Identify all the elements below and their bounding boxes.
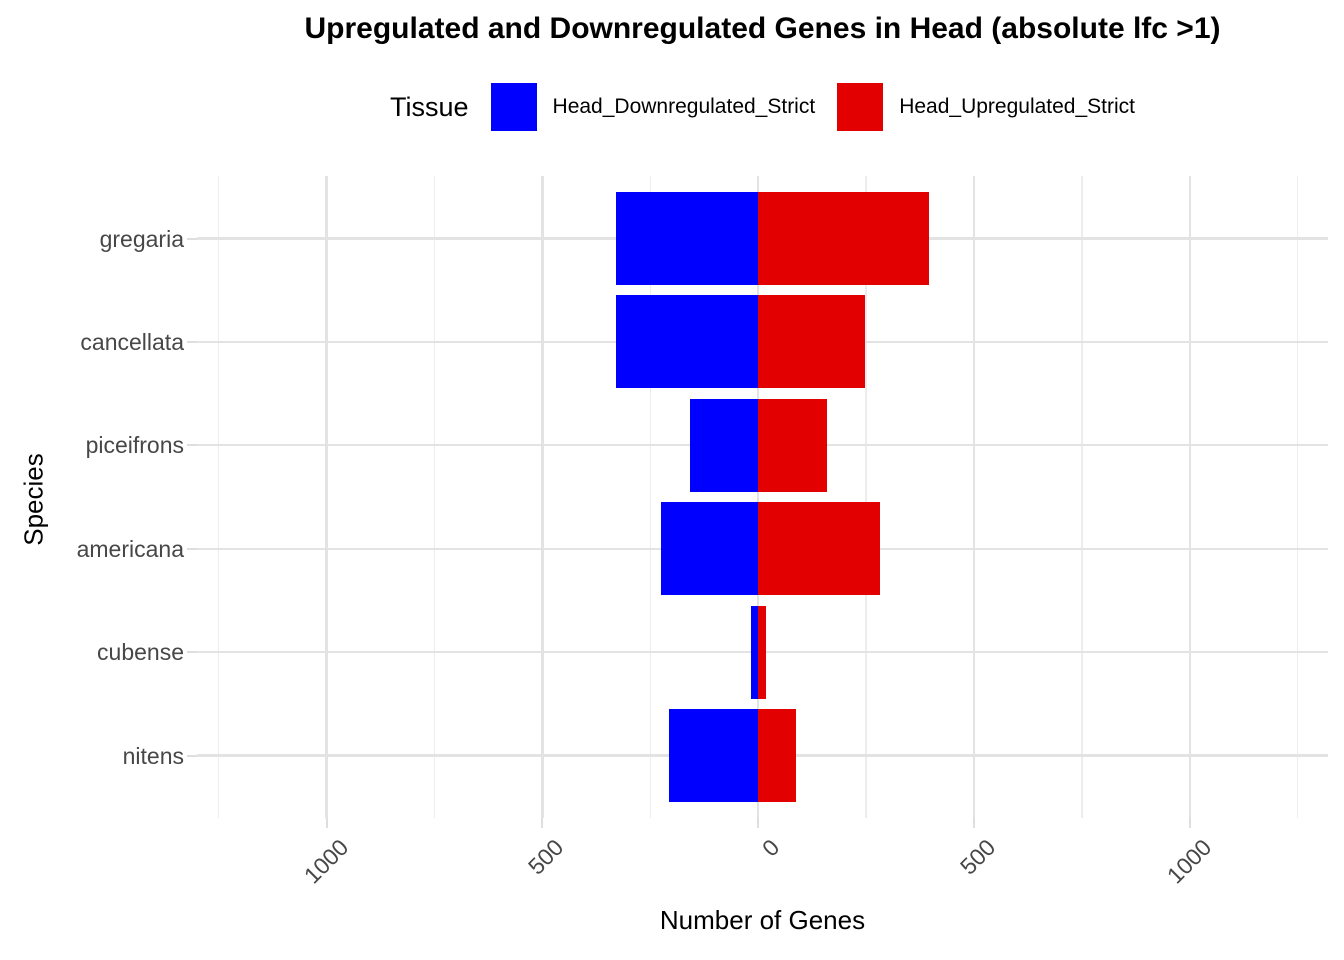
legend-item-downregulated: Head_Downregulated_Strict: [490, 83, 816, 131]
y-axis-tick: [187, 651, 197, 654]
bar-downregulated-piceifrons: [689, 398, 759, 492]
gridline-minor-vertical: [217, 176, 220, 818]
gridline-major-vertical: [541, 176, 544, 818]
x-axis-title: Number of Genes: [659, 905, 866, 935]
gridline-minor-vertical: [1297, 176, 1299, 818]
bar-upregulated-cubense: [758, 605, 767, 699]
legend-label-upregulated: Head_Upregulated_Strict: [899, 95, 1135, 118]
y-axis-label-gregaria: gregaria: [99, 225, 184, 252]
gridline-major-vertical: [972, 176, 976, 818]
x-axis-tick: [1188, 818, 1191, 828]
y-axis-label-piceifrons: piceifrons: [85, 432, 184, 459]
gridline-minor-vertical: [433, 176, 436, 818]
plot-panel: [197, 176, 1328, 818]
bar-upregulated-piceifrons: [758, 398, 828, 492]
gridline-minor-vertical: [865, 176, 867, 818]
bar-downregulated-gregaria: [615, 192, 759, 285]
gridline-minor-vertical: [1081, 176, 1083, 818]
bar-upregulated-nitens: [758, 709, 796, 802]
x-axis-tick: [973, 818, 976, 828]
y-axis-tick: [187, 237, 197, 240]
bar-upregulated-cancellata: [758, 295, 865, 389]
bar-downregulated-cancellata: [615, 295, 759, 389]
bar-upregulated-americana: [758, 502, 880, 596]
gridline-minor-vertical: [649, 176, 651, 818]
y-axis-label-cubense: cubense: [97, 639, 184, 666]
x-axis-tick: [325, 818, 328, 828]
gridline-major-vertical: [1188, 176, 1192, 818]
legend-key-downregulated-swatch: [490, 83, 537, 131]
x-axis-tick: [541, 818, 544, 828]
gridline-major-vertical: [756, 176, 760, 818]
bar-downregulated-americana: [661, 502, 759, 596]
y-axis-tick: [187, 340, 197, 343]
y-axis-label-cancellata: cancellata: [80, 328, 184, 355]
legend-title: Tissue: [390, 91, 469, 122]
legend: Tissue Head_Downregulated_Strict Head_Up…: [181, 80, 1344, 134]
y-axis-tick: [187, 754, 197, 757]
legend-key-upregulated-swatch: [837, 83, 884, 131]
x-axis-tick: [757, 818, 760, 828]
chart-title: Upregulated and Downregulated Genes in H…: [304, 12, 1221, 45]
y-axis-label-americana: americana: [76, 535, 184, 562]
bar-downregulated-cubense: [751, 605, 759, 699]
legend-item-upregulated: Head_Upregulated_Strict: [837, 83, 1135, 131]
y-axis-tick: [187, 547, 197, 550]
y-axis-tick: [187, 444, 197, 447]
legend-label-downregulated: Head_Downregulated_Strict: [552, 95, 816, 118]
bar-upregulated-gregaria: [758, 192, 929, 285]
y-axis-label-nitens: nitens: [122, 742, 184, 769]
gridline-major-vertical: [325, 176, 328, 818]
bar-downregulated-nitens: [668, 709, 759, 802]
